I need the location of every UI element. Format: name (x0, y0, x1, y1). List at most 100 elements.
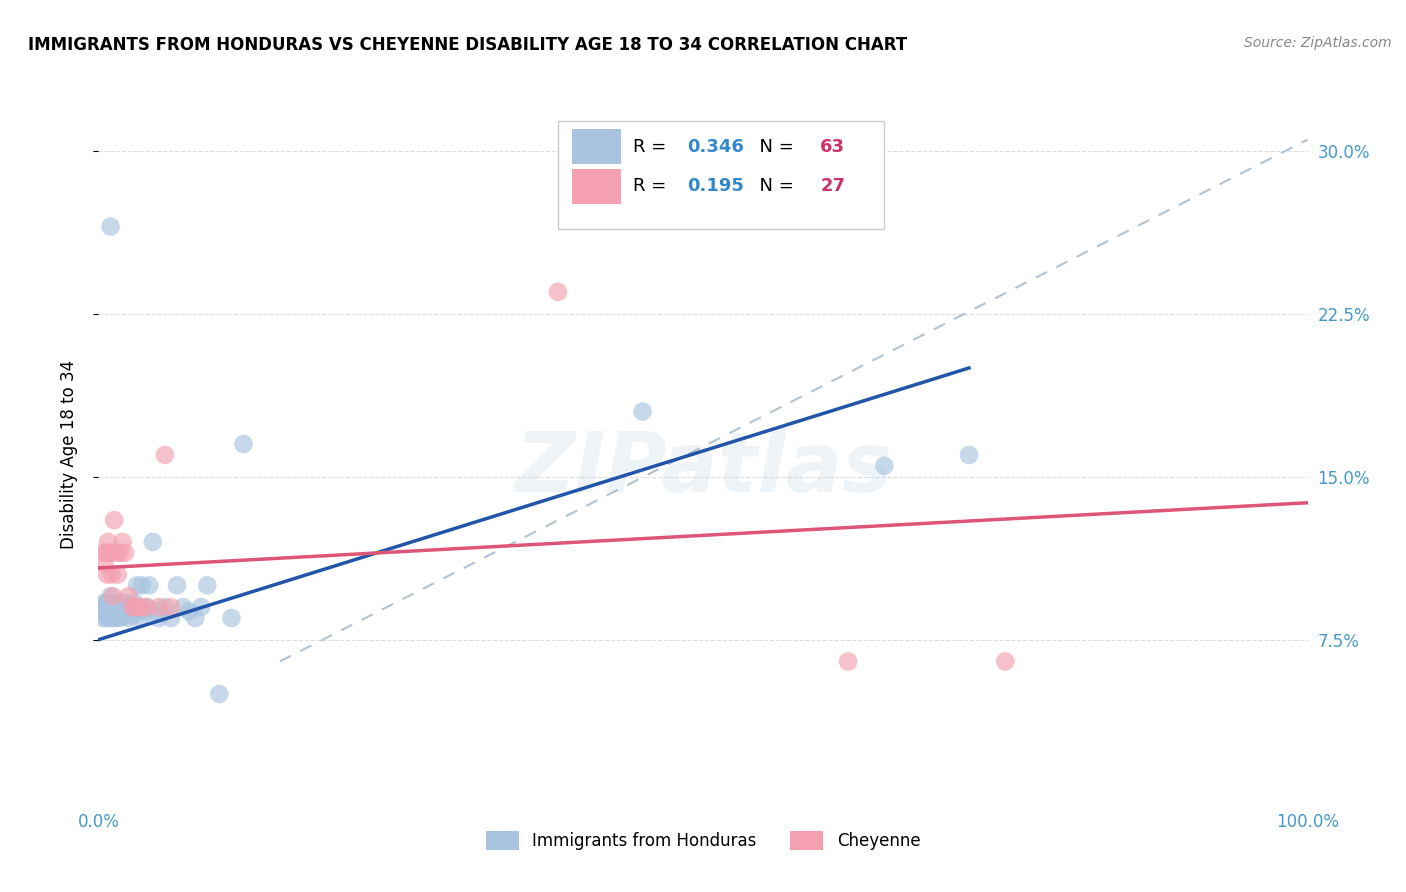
Point (124, 596, 146, 610)
Point (96, 567, 118, 582)
Bar (558, 121, 884, 229)
Text: Source: ZipAtlas.com: Source: ZipAtlas.com (1244, 36, 1392, 50)
Point (172, 600, 194, 615)
Point (101, 596, 124, 610)
Point (184, 611, 207, 625)
Point (98, 608, 121, 623)
Point (837, 655, 859, 669)
Point (94, 600, 117, 615)
Point (118, 600, 141, 615)
Legend: Immigrants from Honduras, Cheyenne: Immigrants from Honduras, Cheyenne (479, 824, 927, 857)
Text: R =: R = (633, 137, 672, 156)
Text: N =: N = (748, 137, 799, 156)
Point (127, 578, 149, 592)
Text: 63: 63 (820, 137, 845, 156)
Text: 27: 27 (820, 178, 845, 195)
Point (107, 605, 129, 619)
Point (100, 546, 122, 560)
Point (98, 546, 121, 560)
Point (957, 448, 980, 462)
Point (114, 546, 136, 560)
Point (994, 655, 1017, 669)
Point (160, 611, 183, 625)
Point (129, 600, 152, 615)
Point (122, 600, 145, 615)
Point (153, 448, 176, 462)
Point (195, 578, 218, 592)
Point (134, 605, 156, 619)
Point (138, 578, 160, 592)
Point (100, 219, 122, 234)
Bar (572, 169, 621, 203)
Point (96, 596, 118, 610)
Point (135, 600, 157, 615)
Point (93, 605, 115, 619)
Point (148, 600, 170, 615)
Point (135, 600, 157, 615)
Point (232, 437, 254, 451)
Point (104, 605, 127, 619)
Point (97, 534, 120, 549)
Point (179, 605, 201, 619)
Point (105, 598, 128, 612)
Point (97, 605, 120, 619)
Point (105, 611, 128, 625)
Text: N =: N = (748, 178, 799, 195)
Point (91, 600, 114, 615)
Point (190, 600, 212, 615)
Point (101, 611, 124, 625)
Bar (572, 129, 621, 164)
Point (221, 611, 243, 625)
Point (131, 578, 153, 592)
Point (160, 600, 183, 615)
Point (94, 607, 117, 621)
Y-axis label: Disability Age 18 to 34: Disability Age 18 to 34 (59, 360, 77, 549)
Point (142, 534, 165, 549)
Point (121, 600, 143, 615)
Point (148, 611, 170, 625)
Text: 0.195: 0.195 (688, 178, 744, 195)
Point (108, 611, 131, 625)
Point (153, 600, 176, 615)
Point (93, 596, 115, 610)
Point (107, 567, 129, 582)
Point (100, 589, 122, 603)
Point (121, 608, 143, 623)
Point (631, 404, 654, 418)
Point (91, 546, 114, 560)
Point (117, 605, 139, 619)
Point (101, 589, 124, 603)
Point (547, 285, 569, 299)
Point (100, 600, 122, 615)
Point (111, 605, 134, 619)
Point (112, 608, 135, 623)
Point (98, 598, 121, 612)
Point (873, 458, 896, 473)
Text: R =: R = (633, 178, 672, 195)
Point (110, 596, 132, 610)
Point (94, 546, 117, 560)
Point (115, 596, 138, 610)
Point (105, 546, 128, 560)
Point (100, 567, 122, 582)
Point (208, 687, 231, 701)
Text: IMMIGRANTS FROM HONDURAS VS CHEYENNE DISABILITY AGE 18 TO 34 CORRELATION CHART: IMMIGRANTS FROM HONDURAS VS CHEYENNE DIS… (28, 36, 907, 54)
Point (120, 605, 142, 619)
Point (93, 557, 115, 571)
Point (118, 589, 141, 603)
Point (108, 600, 131, 615)
Point (91, 611, 114, 625)
Point (100, 611, 122, 625)
Point (96, 611, 118, 625)
Point (103, 513, 125, 527)
Text: 0.346: 0.346 (688, 137, 744, 156)
Point (114, 600, 136, 615)
Point (129, 611, 152, 625)
Point (103, 600, 125, 615)
Text: ZIPatlas: ZIPatlas (515, 428, 891, 509)
Point (127, 605, 149, 619)
Point (145, 605, 167, 619)
Point (127, 600, 149, 615)
Point (166, 578, 188, 592)
Point (108, 608, 131, 623)
